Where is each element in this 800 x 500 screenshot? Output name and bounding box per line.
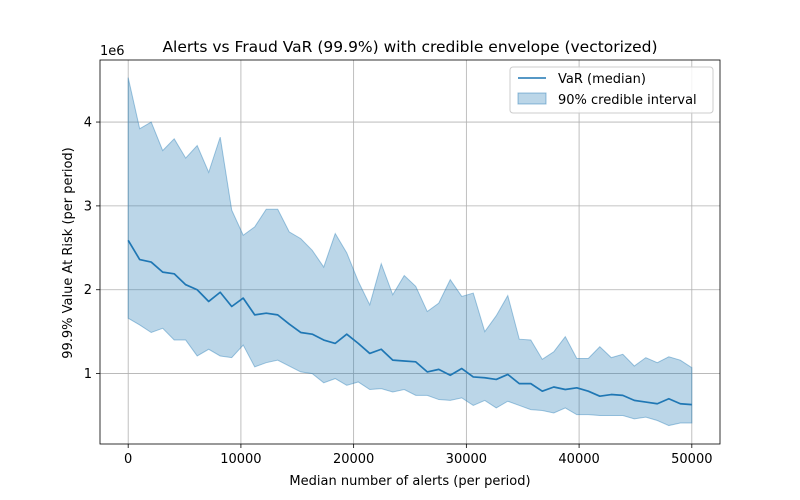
legend-label-median: VaR (median) (558, 72, 646, 87)
x-tick-label: 0 (124, 452, 132, 467)
y-tick-label: 2 (84, 283, 92, 298)
y-axis-label: 99.9% Value At Risk (per period) (61, 147, 76, 359)
legend-box (509, 66, 714, 114)
var-median-line (127, 239, 692, 406)
x-axis-label: Median number of alerts (per period) (289, 474, 530, 489)
y-tick-label: 1 (84, 367, 92, 382)
x-tick-label: 10000 (220, 452, 261, 467)
legend: VaR (median) 90% credible interval (509, 66, 714, 114)
y-axis-ticks: 1 2 3 4 (84, 116, 100, 382)
y-tick-label: 3 (84, 199, 92, 214)
legend-label-interval: 90% credible interval (558, 93, 697, 108)
y-axis-offset-label: 1e6 (100, 44, 125, 59)
x-tick-label: 40000 (558, 452, 599, 467)
x-tick-label: 20000 (333, 452, 374, 467)
line-layer (127, 239, 692, 406)
grid-layer (100, 60, 720, 444)
legend-band-swatch (517, 92, 547, 105)
y-tick-label: 4 (84, 116, 92, 131)
band-layer (127, 77, 693, 427)
plot-frame (99, 59, 721, 445)
x-axis-ticks: 0 10000 20000 30000 40000 50000 (124, 444, 712, 467)
credible-interval-band (127, 77, 693, 427)
chart-title: Alerts vs Fraud VaR (99.9%) with credibl… (162, 38, 657, 56)
x-tick-label: 50000 (671, 452, 712, 467)
x-tick-label: 30000 (446, 452, 487, 467)
